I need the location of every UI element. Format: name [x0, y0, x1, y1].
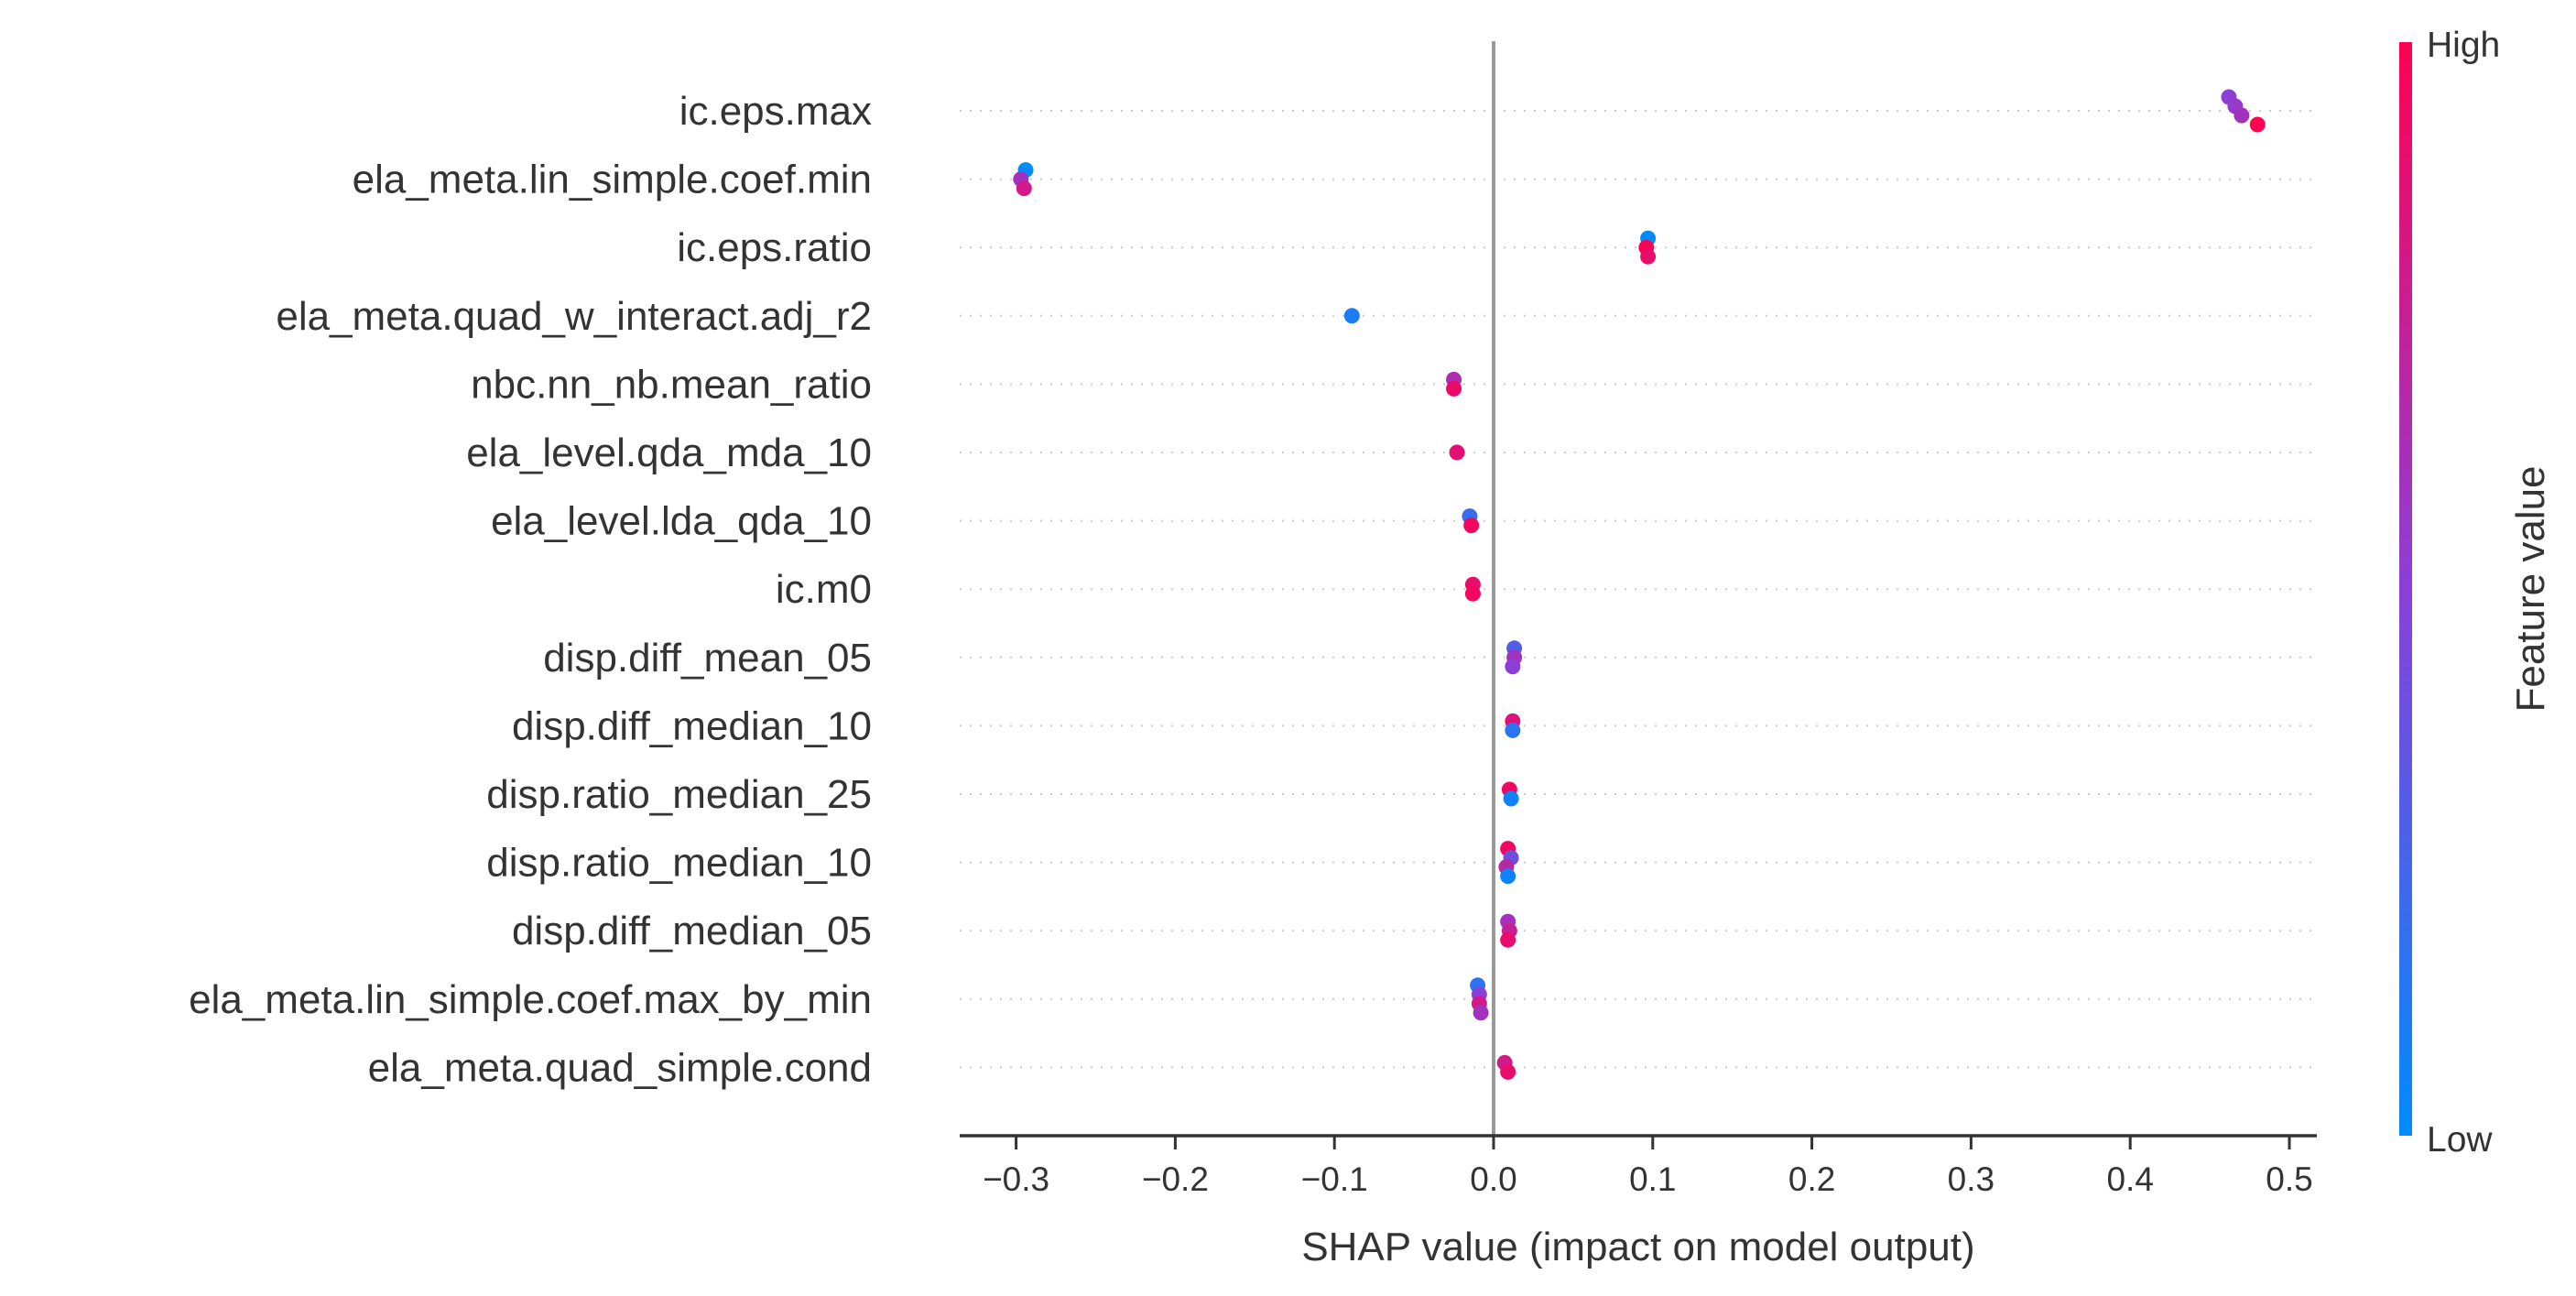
shap-point — [1464, 585, 1481, 602]
x-tick-label: 0.1 — [1629, 1160, 1676, 1198]
colorbar-gradient — [2399, 42, 2412, 1136]
shap-point — [1500, 931, 1516, 948]
shap-point — [1473, 1005, 1489, 1021]
feature-label: disp.ratio_median_25 — [486, 772, 872, 817]
shap-point — [2234, 107, 2250, 124]
feature-label: ela_level.qda_mda_10 — [466, 430, 872, 475]
feature-label: disp.diff_median_10 — [512, 703, 872, 748]
feature-label: ic.eps.ratio — [677, 225, 872, 270]
x-axis: −0.3 −0.2 −0.1 0.0 0.1 0.2 0.3 0.4 0.5 — [960, 1134, 2317, 1198]
x-tick-label: 0.2 — [1788, 1160, 1835, 1198]
feature-label: disp.diff_median_05 — [512, 909, 872, 953]
shap-point — [1503, 790, 1519, 807]
shap-point — [1446, 380, 1462, 397]
colorbar: High Low Feature value — [2399, 26, 2553, 1160]
feature-label: ela_meta.quad_simple.cond — [368, 1045, 872, 1090]
x-axis-title: SHAP value (impact on model output) — [1301, 1225, 1974, 1269]
x-tick-label: 0.5 — [2266, 1160, 2312, 1198]
shap-point — [1505, 659, 1521, 675]
gridlines — [960, 110, 2317, 1069]
feature-label: nbc.nn_nb.mean_ratio — [471, 362, 872, 407]
shap-point — [1640, 248, 1657, 265]
feature-label: ela_level.lda_qda_10 — [491, 499, 872, 544]
shap-points — [1013, 89, 2266, 1080]
colorbar-low-label: Low — [2427, 1120, 2493, 1160]
feature-label: disp.diff_mean_05 — [543, 636, 872, 681]
shap-point — [1505, 722, 1521, 738]
feature-label: ela_meta.lin_simple.coef.min — [353, 158, 872, 202]
x-tick-label: −0.2 — [1142, 1160, 1209, 1198]
feature-label: ela_meta.lin_simple.coef.max_by_min — [189, 977, 872, 1022]
colorbar-title: Feature value — [2508, 465, 2553, 712]
shap-point — [1500, 1063, 1516, 1080]
x-tick-label: −0.3 — [983, 1160, 1049, 1198]
feature-label: ic.m0 — [776, 567, 872, 612]
colorbar-high-label: High — [2427, 26, 2500, 65]
feature-labels: ic.eps.max ela_meta.lin_simple.coef.minic… — [189, 89, 872, 1090]
x-tick-label: 0.0 — [1470, 1160, 1516, 1198]
shap-point — [1463, 517, 1480, 534]
shap-point — [1449, 444, 1465, 461]
feature-label: disp.ratio_median_10 — [486, 841, 872, 886]
x-tick-label: 0.4 — [2106, 1160, 2153, 1198]
shap-point — [1500, 868, 1516, 885]
shap-point — [2249, 116, 2266, 133]
shap-point — [1016, 180, 1032, 197]
x-tick-label: −0.1 — [1301, 1160, 1368, 1198]
feature-label: ic.eps.max — [679, 89, 872, 134]
feature-label: ela_meta.quad_w_interact.adj_r2 — [276, 294, 872, 339]
shap-point — [1343, 308, 1360, 324]
x-tick-label: 0.3 — [1948, 1160, 1994, 1198]
